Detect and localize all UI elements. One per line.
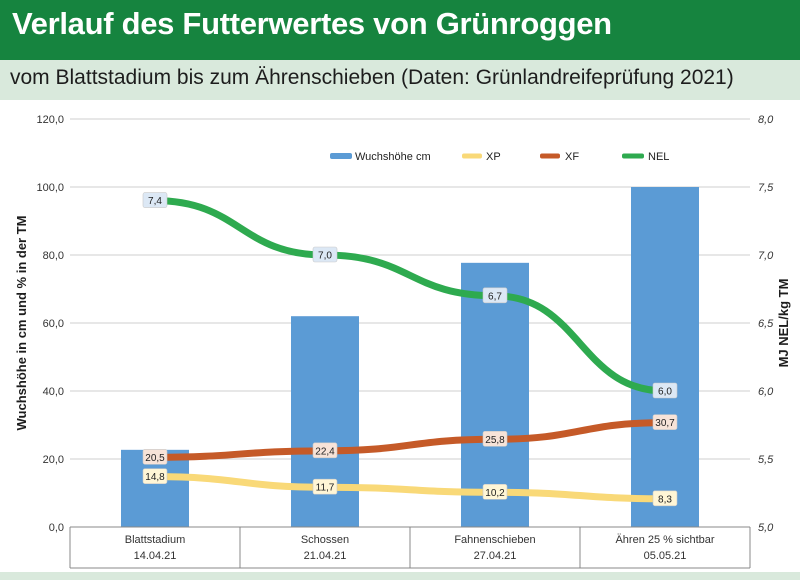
data-label-xp: 8,3 bbox=[658, 494, 672, 505]
legend-swatch bbox=[330, 153, 352, 159]
data-label-xp: 14,8 bbox=[145, 472, 165, 483]
data-label-box-xf bbox=[312, 442, 338, 459]
x-tick-date: 14.04.21 bbox=[134, 550, 177, 562]
y-left-tick-label: 0,0 bbox=[49, 522, 64, 534]
page-subtitle: vom Blattstadium bis zum Ährenschieben (… bbox=[10, 66, 734, 89]
data-label-xf: 20,5 bbox=[145, 453, 165, 464]
y-left-tick-label: 80,0 bbox=[43, 250, 64, 262]
title-bar bbox=[0, 0, 800, 60]
legend-swatch bbox=[462, 153, 482, 159]
y-left-axis-title: Wuchshöhe in cm und % in der TM bbox=[14, 216, 29, 431]
bar-wuchshoehe bbox=[461, 262, 529, 527]
data-label-xf: 25,8 bbox=[485, 435, 505, 446]
x-tick-date: 21.04.21 bbox=[304, 550, 347, 562]
data-label-xp: 10,2 bbox=[485, 488, 505, 499]
line-xp bbox=[151, 473, 669, 503]
chart: 0,0 20,0 40,0 60,0 80,0 100,0 120,0 5,0 5,5 6,0 6,… bbox=[14, 114, 791, 569]
y-right-tick-label: 6,0 bbox=[758, 386, 774, 398]
y-left-tick-label: 120,0 bbox=[36, 114, 64, 126]
bar-wuchshoehe bbox=[631, 187, 699, 527]
x-tick-label: Blattstadium bbox=[125, 534, 186, 546]
legend-swatch bbox=[540, 153, 560, 159]
legend-label: XF bbox=[565, 151, 579, 163]
legend-label: Wuchshöhe cm bbox=[355, 151, 431, 163]
data-label-box-xf bbox=[142, 448, 168, 465]
x-tick-label: Schossen bbox=[301, 534, 349, 546]
data-label-box-xp bbox=[482, 484, 508, 500]
line-xf bbox=[151, 419, 669, 461]
y-left-tick-label: 60,0 bbox=[43, 318, 64, 330]
data-label-xf: 22,4 bbox=[315, 446, 335, 457]
data-label-nel: 6,7 bbox=[488, 291, 502, 302]
y-right-tick-label: 6,5 bbox=[758, 318, 774, 330]
data-label-xf: 30,7 bbox=[655, 418, 675, 429]
y-right-axis-title: MJ NEL/kg TM bbox=[776, 279, 791, 368]
legend-label: XP bbox=[486, 151, 501, 163]
data-label-box-nel bbox=[312, 246, 338, 263]
data-label-box-nel bbox=[482, 287, 508, 304]
data-label-box-nel bbox=[142, 192, 168, 208]
data-label-box-xf bbox=[652, 414, 678, 430]
y-right-tick-label: 5,0 bbox=[758, 522, 774, 534]
data-label-box-nel bbox=[652, 382, 678, 399]
data-label-nel: 6,0 bbox=[658, 387, 672, 398]
y-right-tick-label: 7,5 bbox=[758, 182, 774, 194]
subtitle-bar bbox=[0, 60, 800, 100]
legend-swatch bbox=[622, 153, 644, 159]
y-left-tick-label: 20,0 bbox=[43, 454, 64, 466]
x-tick-label: Fahnenschieben bbox=[454, 534, 535, 546]
y-right-tick-label: 7,0 bbox=[758, 250, 774, 262]
bar-wuchshoehe bbox=[291, 316, 359, 527]
legend-label: NEL bbox=[648, 151, 669, 163]
data-label-box-xf bbox=[482, 430, 508, 447]
data-label-box-xp bbox=[312, 478, 338, 495]
y-left-tick-label: 40,0 bbox=[43, 386, 64, 398]
x-tick-date: 05.05.21 bbox=[644, 550, 687, 562]
data-label-box-xp bbox=[652, 490, 678, 507]
data-label-xp: 11,7 bbox=[316, 483, 335, 494]
data-label-box-xp bbox=[142, 468, 168, 484]
x-tick-date: 27.04.21 bbox=[474, 550, 517, 562]
x-tick-label: Ähren 25 % sichtbar bbox=[615, 534, 714, 546]
line-nel bbox=[151, 197, 669, 395]
footer-bar bbox=[0, 572, 800, 580]
y-right-tick-label: 8,0 bbox=[758, 114, 774, 126]
data-label-nel: 7,0 bbox=[318, 251, 332, 262]
data-label-nel: 7,4 bbox=[148, 196, 162, 207]
y-left-tick-label: 100,0 bbox=[36, 182, 64, 194]
page-title: Verlauf des Futterwertes von Grünroggen bbox=[12, 6, 612, 41]
y-right-tick-label: 5,5 bbox=[758, 454, 774, 466]
